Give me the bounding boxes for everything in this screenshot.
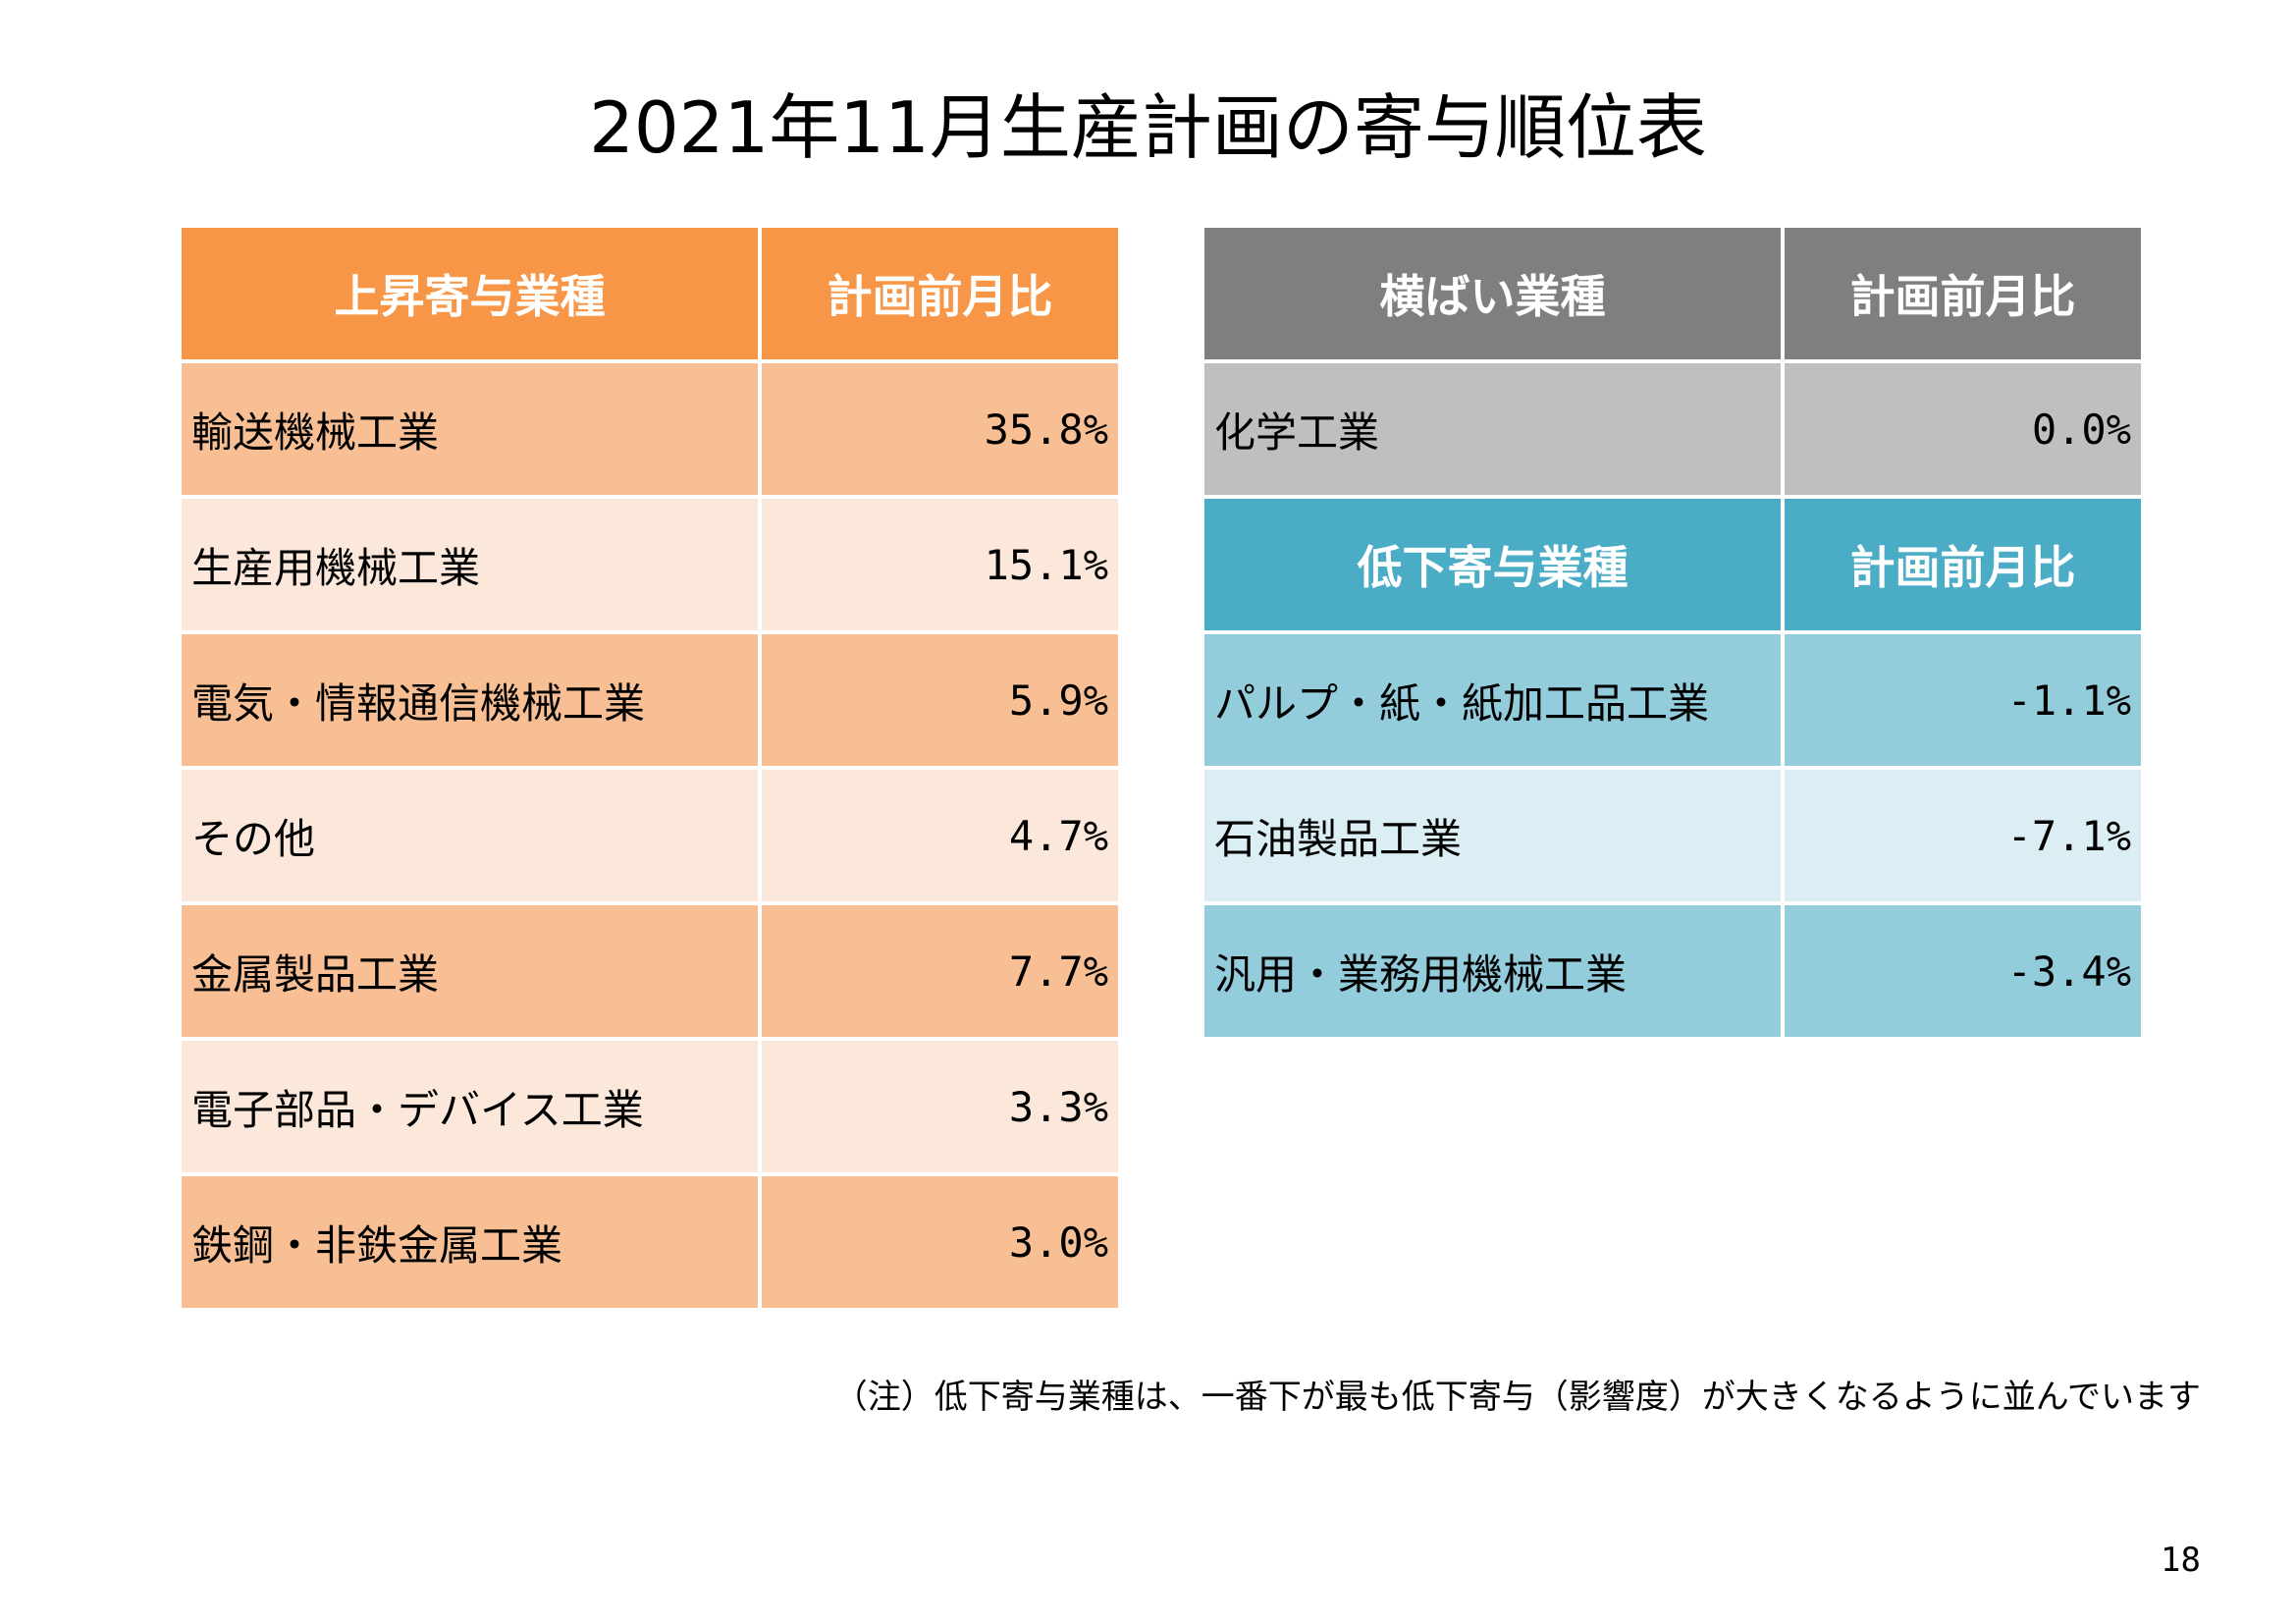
ratio-value: -7.1%	[1781, 766, 2145, 905]
table-row: 輸送機械工業 35.8%	[178, 359, 1122, 499]
ratio-value: 3.0%	[758, 1172, 1122, 1312]
flat-table-header: 横ばい業種 計画前月比	[1201, 224, 2145, 363]
industry-name: 鉄鋼・非鉄金属工業	[178, 1172, 762, 1312]
fall-header-ratio: 計画前月比	[1781, 495, 2145, 634]
industry-name: パルプ・紙・紙加工品工業	[1201, 630, 1785, 770]
page-title: 2021年11月生産計画の寄与順位表	[589, 86, 1707, 169]
ratio-value: 4.7%	[758, 766, 1122, 905]
flat-header-industry: 横ばい業種	[1201, 224, 1785, 363]
rise-table-header: 上昇寄与業種 計画前月比	[178, 224, 1122, 363]
industry-name: 生産用機械工業	[178, 495, 762, 634]
table-row: 汎用・業務用機械工業 -3.4%	[1201, 901, 2145, 1041]
ratio-value: 15.1%	[758, 495, 1122, 634]
industry-name: 電子部品・デバイス工業	[178, 1037, 762, 1176]
industry-name: 化学工業	[1201, 359, 1785, 499]
industry-name: 電気・情報通信機械工業	[178, 630, 762, 770]
table-row: 鉄鋼・非鉄金属工業 3.0%	[178, 1172, 1122, 1312]
rise-header-ratio: 計画前月比	[758, 224, 1122, 363]
table-row: 石油製品工業 -7.1%	[1201, 766, 2145, 905]
table-row: 生産用機械工業 15.1%	[178, 495, 1122, 634]
ratio-value: 5.9%	[758, 630, 1122, 770]
ratio-value: 7.7%	[758, 901, 1122, 1041]
industry-name: 金属製品工業	[178, 901, 762, 1041]
ratio-value: -3.4%	[1781, 901, 2145, 1041]
fall-table-header: 低下寄与業種 計画前月比	[1201, 495, 2145, 634]
ratio-value: 0.0%	[1781, 359, 2145, 499]
rise-contribution-table: 上昇寄与業種 計画前月比 輸送機械工業 35.8% 生産用機械工業 15.1% …	[178, 224, 1122, 1312]
table-row: 金属製品工業 7.7%	[178, 901, 1122, 1041]
table-row: パルプ・紙・紙加工品工業 -1.1%	[1201, 630, 2145, 770]
ratio-value: 35.8%	[758, 359, 1122, 499]
table-row: 電子部品・デバイス工業 3.3%	[178, 1037, 1122, 1176]
table-row: 電気・情報通信機械工業 5.9%	[178, 630, 1122, 770]
table-row: 化学工業 0.0%	[1201, 359, 2145, 499]
footnote: （注）低下寄与業種は、一番下が最も低下寄与（影響度）が大きくなるように並んでいま…	[833, 1378, 2201, 1417]
ratio-value: -1.1%	[1781, 630, 2145, 770]
flat-and-fall-contribution-table: 横ばい業種 計画前月比 化学工業 0.0% 低下寄与業種 計画前月比 パルプ・紙…	[1201, 224, 2145, 1041]
industry-name: 輸送機械工業	[178, 359, 762, 499]
industry-name: 石油製品工業	[1201, 766, 1785, 905]
rise-header-industry: 上昇寄与業種	[178, 224, 762, 363]
industry-name: その他	[178, 766, 762, 905]
fall-header-industry: 低下寄与業種	[1201, 495, 1785, 634]
flat-header-ratio: 計画前月比	[1781, 224, 2145, 363]
page-number: 18	[2161, 1541, 2201, 1580]
table-row: その他 4.7%	[178, 766, 1122, 905]
ratio-value: 3.3%	[758, 1037, 1122, 1176]
industry-name: 汎用・業務用機械工業	[1201, 901, 1785, 1041]
